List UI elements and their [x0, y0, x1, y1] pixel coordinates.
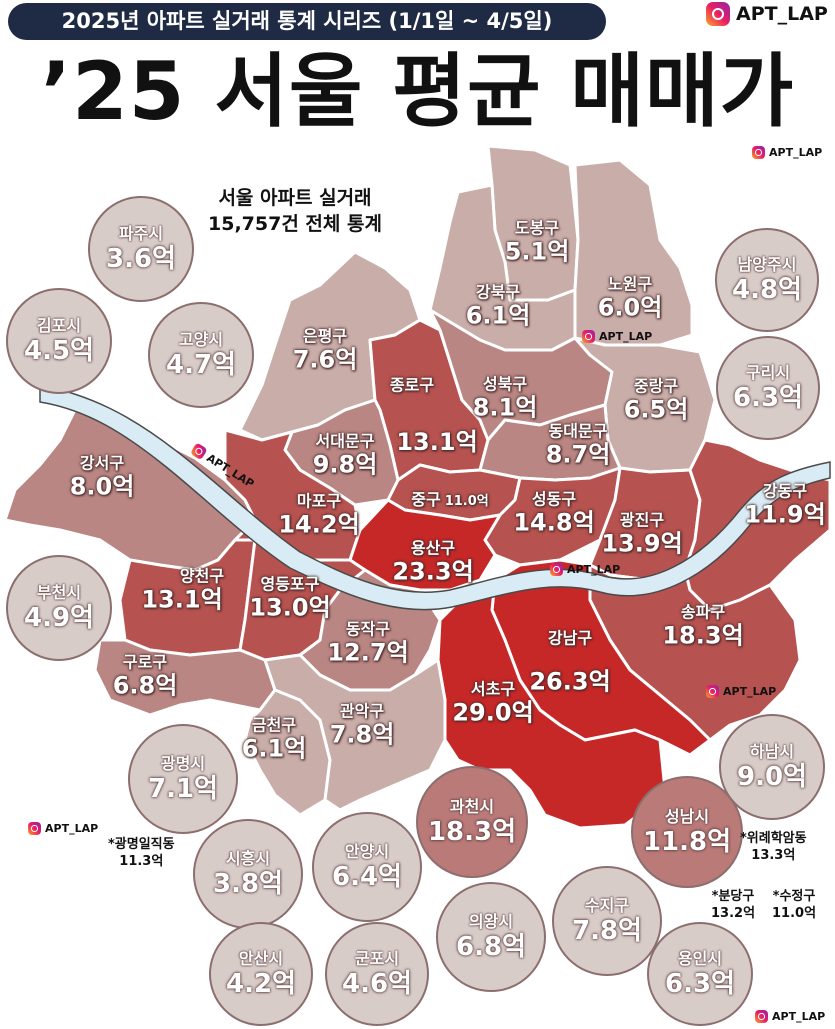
district-value-jongno: 13.1억: [396, 428, 478, 456]
instagram-icon: [755, 1010, 768, 1023]
city-namyangju[interactable]: 남양주시 4.8억: [715, 228, 819, 332]
stats-caption: 서울 아파트 실거래 15,757건 전체 통계: [190, 185, 400, 237]
city-gunpo[interactable]: 군포시 4.6억: [325, 922, 429, 1026]
map-watermark-text-3: APT_LAP: [45, 822, 99, 835]
district-label-yongsan: 용산구 23.3억: [392, 538, 474, 586]
brand-watermark-text: APT_LAP: [769, 146, 823, 159]
city-hanam[interactable]: 하남시 9.0억: [719, 714, 825, 820]
city-uiwang[interactable]: 의왕시 6.8억: [436, 882, 546, 992]
city-seongnam[interactable]: 성남시 11.8억: [631, 776, 743, 888]
district-label-dobong: 도봉구 5.1억: [504, 218, 570, 266]
district-seocho[interactable]: [436, 578, 667, 830]
district-label-geumcheon: 금천구 6.1억: [241, 715, 307, 763]
instagram-icon: [752, 146, 765, 159]
district-label-eunpyeong: 은평구 7.6억: [292, 326, 358, 374]
stats-caption-line2: 15,757건 전체 통계: [208, 213, 382, 235]
city-guri[interactable]: 구리시 6.3억: [716, 336, 820, 440]
city-goyang[interactable]: 고양시 4.7억: [148, 302, 254, 408]
note-wirye: *위례학암동 13.3억: [740, 831, 807, 863]
district-label-guro: 구로구 6.8억: [112, 652, 178, 700]
district-label-dongdaemun: 동대문구 8.7억: [545, 421, 611, 469]
map-watermark-text-1: APT_LAP: [599, 330, 653, 343]
district-label-gangnam: 강남구 26.3억: [529, 628, 611, 696]
instagram-icon: [550, 563, 563, 576]
district-label-gwanak: 관악구 7.8억: [329, 701, 395, 749]
map-watermark-4: APT_LAP: [755, 1010, 825, 1023]
city-suji[interactable]: 수지구 7.8억: [552, 866, 662, 976]
city-ansan[interactable]: 안산시 4.2억: [209, 922, 313, 1026]
note-sujeong: *수정구 11.0억: [772, 889, 817, 921]
note-bundang: *분당구 13.2억: [711, 889, 756, 921]
note-gwangmyeong: *광명일직동 11.3억: [108, 837, 175, 869]
district-label-jung: 중구 11.0억: [411, 490, 489, 509]
map-watermark-2: APT_LAP: [706, 685, 776, 698]
city-siheung[interactable]: 시흥시 3.8억: [193, 819, 303, 929]
district-label-dongjak: 동작구 12.7억: [327, 619, 409, 667]
brand-handle: APT_LAP: [706, 0, 828, 28]
district-label-gwangjin: 광진구 13.9억: [601, 510, 683, 558]
river-watermark-2: APT_LAP: [550, 563, 620, 576]
series-banner: 2025년 아파트 실거래 통계 시리즈 (1/1일 ~ 4/5일): [8, 3, 606, 40]
city-anyang[interactable]: 안양시 6.4억: [312, 812, 422, 922]
district-label-gangdong: 강동구 11.9억: [744, 481, 826, 529]
brand-watermark: APT_LAP: [752, 146, 822, 159]
district-label-gangseo: 강서구 8.0억: [69, 453, 135, 501]
district-label-jungnang: 중랑구 6.5억: [623, 376, 689, 424]
city-yongin[interactable]: 용인시 6.3억: [647, 922, 753, 1026]
city-bucheon[interactable]: 부천시 4.9억: [6, 555, 112, 661]
stats-caption-line1: 서울 아파트 실거래: [218, 187, 372, 209]
district-label-seodaemun: 서대문구 9.8억: [312, 431, 378, 479]
district-label-nowon: 노원구 6.0억: [597, 274, 663, 322]
district-label-seocho: 서초구 29.0억: [452, 679, 534, 727]
map-watermark-text-2: APT_LAP: [723, 685, 777, 698]
map-watermark-text-4: APT_LAP: [772, 1010, 826, 1023]
district-gwanak[interactable]: [263, 653, 447, 812]
instagram-icon: [28, 822, 41, 835]
page-title: ’25 서울 평균 매매가: [40, 45, 795, 138]
district-label-yangcheon: 양천구 13.1억: [141, 566, 225, 614]
district-label-seongdong: 성동구 14.8억: [513, 489, 595, 537]
district-label-yeongdeungpo: 영등포구 13.0억: [249, 574, 331, 622]
instagram-icon: [706, 685, 719, 698]
district-label-gangbuk: 강북구 6.1억: [465, 282, 531, 330]
map-watermark-1: APT_LAP: [582, 330, 652, 343]
river-watermark-text-2: APT_LAP: [567, 563, 621, 576]
city-gwacheon[interactable]: 과천시 18.3억: [416, 766, 528, 878]
brand-handle-text: APT_LAP: [736, 3, 828, 25]
instagram-icon: [706, 2, 730, 26]
map-watermark-3: APT_LAP: [28, 822, 98, 835]
district-label-songpa: 송파구 18.3억: [662, 602, 744, 650]
han-river: [39, 384, 831, 611]
district-label-seongbuk: 성북구 8.1억: [472, 374, 538, 422]
city-gwangmyeong[interactable]: 광명시 7.1억: [128, 724, 238, 834]
instagram-icon: [582, 330, 595, 343]
district-label-jongno: 종로구: [389, 375, 435, 395]
city-gimpo[interactable]: 김포시 4.5억: [6, 288, 112, 394]
district-label-mapo: 마포구 14.2억: [278, 491, 360, 539]
city-paju[interactable]: 파주시 3.6억: [88, 196, 194, 302]
